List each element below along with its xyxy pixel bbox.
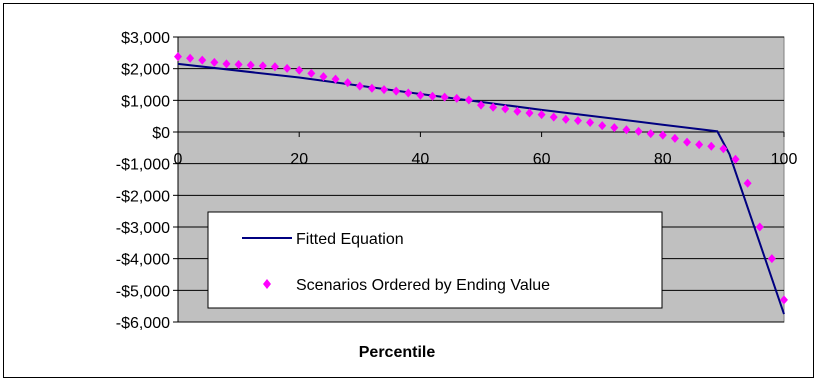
scenario-point xyxy=(234,60,243,70)
scenario-point xyxy=(404,88,413,98)
y-tick-label: -$5,000 xyxy=(116,283,170,300)
scenario-point xyxy=(537,110,546,120)
scenario-point xyxy=(186,53,195,63)
scenario-point xyxy=(295,65,304,75)
x-tick-label: 100 xyxy=(771,151,798,168)
scenario-point xyxy=(270,62,279,72)
y-tick-labels: $3,000 $2,000 $1,000 $0 -$1,000 -$2,000 -$3,00… xyxy=(116,30,170,332)
y-tick-label: -$6,000 xyxy=(116,315,170,332)
scenario-point xyxy=(440,92,449,102)
x-tick-label: 80 xyxy=(654,151,672,168)
scenario-point xyxy=(319,72,328,82)
legend-box xyxy=(207,211,663,309)
scenario-point xyxy=(780,295,788,305)
scenario-point xyxy=(343,78,352,88)
y-tick-label: $3,000 xyxy=(121,30,170,47)
y-tick-label: -$2,000 xyxy=(116,188,170,205)
legend-diamond-swatch xyxy=(263,279,271,289)
y-tick-label: $2,000 xyxy=(121,62,170,79)
axes xyxy=(173,36,785,323)
scenario-point xyxy=(452,93,461,103)
scenario-point xyxy=(731,154,740,164)
scenario-point xyxy=(634,126,643,136)
scenario-point xyxy=(222,59,231,69)
scenario-point xyxy=(622,125,631,135)
scenario-point xyxy=(549,112,558,122)
scenario-point xyxy=(331,74,340,84)
scenario-point xyxy=(367,83,376,93)
y-tick-label: -$4,000 xyxy=(116,252,170,269)
x-tick-label: 40 xyxy=(412,151,430,168)
scenario-point xyxy=(573,116,582,126)
y-tick-label: $1,000 xyxy=(121,93,170,110)
legend-label-fitted-equation: Fitted Equation xyxy=(296,231,404,248)
series-line-fitted-equation xyxy=(177,62,785,315)
y-tick-label: -$1,000 xyxy=(116,157,170,174)
scenario-point xyxy=(525,108,534,118)
scenario-point xyxy=(755,222,764,232)
scenario-point xyxy=(719,144,728,154)
scenario-point xyxy=(428,91,437,101)
scenario-point xyxy=(767,254,776,264)
scenario-point xyxy=(489,102,498,112)
scenario-point xyxy=(464,95,473,105)
scenario-point xyxy=(355,81,364,91)
scenario-point xyxy=(743,178,752,188)
x-axis-label: Percentile xyxy=(359,344,436,361)
x-tick-label: 20 xyxy=(290,151,308,168)
legend-label-scenarios: Scenarios Ordered by Ending Value xyxy=(296,277,550,294)
scenario-point xyxy=(561,114,570,124)
scenario-point xyxy=(416,90,425,100)
x-tick-label: 60 xyxy=(533,151,551,168)
scenario-point xyxy=(174,52,182,62)
series-layer xyxy=(174,52,788,315)
x-tick-labels: 0 20 40 60 80 100 xyxy=(174,151,798,168)
scenario-point xyxy=(283,63,292,73)
scenario-point xyxy=(258,61,267,71)
scenario-point xyxy=(646,129,655,139)
scenario-point xyxy=(707,141,716,151)
y-tick-label: $0 xyxy=(152,125,170,142)
scenario-point xyxy=(246,60,255,70)
scenario-point xyxy=(683,137,692,147)
scenario-point xyxy=(513,106,522,116)
y-tick-label: -$3,000 xyxy=(116,220,170,237)
scenario-point xyxy=(586,118,595,127)
scenario-point xyxy=(392,86,401,96)
scenario-point xyxy=(477,100,485,110)
scenario-point xyxy=(307,68,316,78)
scenario-point xyxy=(658,130,667,140)
scenario-point xyxy=(380,85,389,95)
scenario-point xyxy=(695,140,704,150)
x-tick-label: 0 xyxy=(174,151,183,168)
legend: Fitted Equation Scenarios Ordered by End… xyxy=(207,211,663,309)
scenario-point xyxy=(610,123,619,133)
scenario-point xyxy=(598,121,607,131)
scenario-point xyxy=(198,55,207,65)
scenario-point xyxy=(670,133,679,143)
scenario-point xyxy=(210,57,219,67)
scenario-point xyxy=(501,104,510,114)
